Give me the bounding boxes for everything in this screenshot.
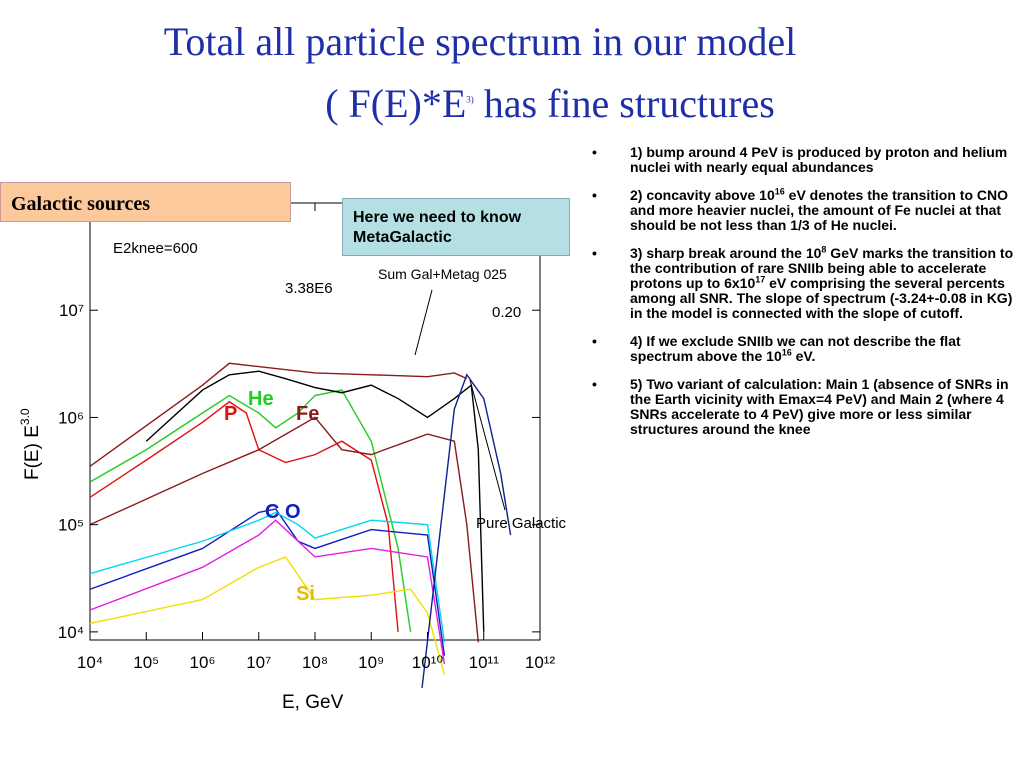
text: eV.	[791, 348, 816, 364]
bullet: 5) Two variant of calculation: Main 1 (a…	[590, 377, 1015, 437]
callout: Galactic sources	[0, 182, 291, 222]
x-tick-label: 10⁶	[190, 653, 216, 672]
x-tick-label: 10¹⁰	[412, 653, 444, 672]
series-line	[90, 416, 479, 643]
superscript: 17	[755, 274, 766, 285]
y-tick-label: 10⁷	[59, 301, 84, 320]
superscript: 16	[781, 347, 792, 358]
text: GeV marks the transition to the contribu…	[630, 245, 1014, 291]
series-label: P	[224, 403, 237, 425]
superscript: 16	[774, 186, 785, 197]
text: eV comprising the several percents among…	[630, 275, 1013, 321]
annotation: Pure Galactic	[476, 515, 567, 532]
annotation: Sum Gal+Metag 025	[378, 266, 507, 282]
arrow	[414, 289, 433, 356]
annotation: E2knee=600	[113, 240, 198, 257]
y-tick-label: 10⁶	[58, 408, 84, 427]
pointer	[469, 379, 506, 511]
superscript: 3)	[466, 94, 474, 105]
series-line	[90, 508, 446, 656]
series-line	[90, 511, 446, 643]
y-tick-label: 10⁵	[58, 516, 84, 535]
y-tick-label: 10⁴	[58, 623, 84, 642]
series-line	[90, 556, 446, 675]
series-label: He	[248, 388, 274, 410]
text: 3) sharp break around the 10	[630, 245, 822, 261]
series-line	[145, 370, 485, 632]
text: 1) bump around 4 PeV is produced by prot…	[630, 144, 1008, 175]
text: 4) If we exclude SNIIb we can not descri…	[630, 333, 961, 364]
superscript: 8	[821, 244, 827, 255]
series-label: C O	[265, 501, 301, 523]
x-tick-label: 10⁹	[358, 653, 384, 672]
bullet: 3) sharp break around the 108 GeV marks …	[590, 244, 1015, 321]
x-axis-label: E, GeV	[282, 692, 344, 713]
x-tick-label: 10⁷	[246, 653, 271, 672]
bullet-list: 1) bump around 4 PeV is produced by prot…	[590, 145, 1015, 450]
x-tick-label: 10¹²	[525, 653, 556, 672]
series-line	[90, 389, 412, 632]
x-tick-label: 10⁸	[302, 653, 328, 672]
annotation: 0.20	[492, 304, 521, 321]
x-tick-label: 10⁴	[77, 653, 103, 672]
series-label: Fe	[296, 403, 319, 425]
x-tick-label: 10⁵	[133, 653, 159, 672]
series-label: Si	[296, 583, 315, 605]
series-line	[90, 362, 468, 467]
text: has fine structures	[473, 81, 775, 126]
title: Total all particle spectrum in our model	[163, 19, 797, 64]
callout: Here we need to know MetaGalactic	[342, 198, 570, 256]
text: 2) concavity above 10	[630, 187, 775, 203]
bullet: 2) concavity above 1016 eV denotes the t…	[590, 186, 1015, 233]
text: 5) Two variant of calculation: Main 1 (a…	[630, 376, 1009, 437]
text: eV denotes the transition to CNO and mor…	[630, 187, 1009, 233]
bullet: 1) bump around 4 PeV is produced by prot…	[590, 145, 1015, 175]
title: ( F(E)*E3) has fine structures	[70, 82, 1024, 126]
bullet: 4) If we exclude SNIIb we can not descri…	[590, 334, 1015, 364]
text: ( F(E)*E	[325, 81, 467, 126]
y-axis-label: F(E) E3.0	[18, 408, 43, 480]
series-line	[90, 400, 399, 632]
x-tick-label: 10¹¹	[469, 653, 500, 672]
series-line	[421, 373, 512, 689]
series-line	[90, 519, 446, 665]
annotation: 3.38E6	[285, 280, 333, 297]
